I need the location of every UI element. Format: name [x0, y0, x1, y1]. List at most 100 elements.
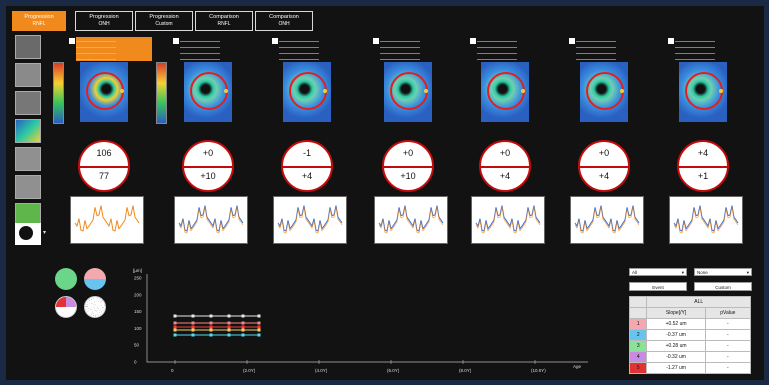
tsnit-line [74, 205, 140, 232]
tab-progression-rnfl[interactable]: Progression RNFL [12, 11, 66, 31]
quadrant-split-icon[interactable] [84, 268, 106, 290]
tab-progression-onh[interactable]: Progression ONH [75, 11, 133, 31]
fovea-marker [424, 89, 428, 93]
scan-select-checkbox[interactable] [173, 38, 179, 44]
trend-point [257, 325, 261, 329]
blank-view-button[interactable] [15, 147, 41, 171]
quadrant-four-icon[interactable] [55, 296, 77, 318]
table-corner [628, 296, 648, 308]
scan-info-line [76, 55, 116, 60]
thickness-map[interactable] [80, 62, 128, 122]
trend-point [173, 333, 177, 337]
scan-select-checkbox[interactable] [272, 38, 278, 44]
row-slope: -1.27 um [646, 362, 706, 374]
scan-select-checkbox[interactable] [69, 38, 75, 44]
superior-value: +0 [202, 148, 214, 158]
row-pvalue: - [704, 318, 752, 330]
thickness-map[interactable] [184, 62, 232, 122]
scan-select-checkbox[interactable] [373, 38, 379, 44]
row-slope: -0.32 um [646, 351, 706, 363]
scan-info-line [380, 37, 420, 42]
scan-info-line [675, 43, 715, 48]
scan-info [477, 37, 517, 61]
trend-point [173, 321, 177, 325]
tsnit-plot [277, 205, 343, 234]
trend-xtick: 0 [171, 368, 174, 373]
tsnit-graph[interactable] [669, 196, 743, 244]
tab-comparison-onh[interactable]: Comparison ONH [255, 11, 313, 31]
fovea-marker [521, 89, 525, 93]
trend-point [209, 314, 213, 318]
custom-button[interactable]: Custom [694, 282, 752, 291]
row-pvalue: - [704, 362, 752, 374]
table-row: 1 +0.52 um - [628, 318, 752, 330]
trend-point [191, 321, 195, 325]
trend-point [241, 328, 245, 332]
thickness-map[interactable] [580, 62, 628, 122]
scan-info [576, 37, 616, 61]
thickness-map[interactable] [679, 62, 727, 122]
tsnit-line [178, 205, 244, 232]
trend-ytick: 100 [134, 326, 142, 331]
bscan-thumb-button[interactable] [15, 63, 41, 87]
trend-point [227, 314, 231, 318]
scan-circle-overlay [685, 72, 723, 110]
scan-select-checkbox[interactable] [470, 38, 476, 44]
scan-info-line [76, 37, 116, 42]
tsnit-graph[interactable] [471, 196, 545, 244]
fovea-marker [719, 89, 723, 93]
blank-view-button-2[interactable] [15, 175, 41, 199]
scan-info-line [477, 49, 517, 54]
average-thickness-circle: +0 +10 [382, 140, 434, 192]
inferior-value: 77 [98, 171, 109, 181]
filter-dropdown[interactable]: All ▾ [629, 268, 687, 276]
trend-point [191, 333, 195, 337]
row-pvalue: - [704, 351, 752, 363]
tab-sublabel: ONH [98, 21, 110, 27]
event-button[interactable]: Event [629, 282, 687, 291]
scan-info-line [279, 37, 319, 42]
tab-progression-custom[interactable]: Progression Custom [135, 11, 193, 31]
chevron-down-icon: ▾ [681, 270, 684, 275]
tsnit-graph[interactable] [174, 196, 248, 244]
trend-point [209, 321, 213, 325]
tab-label: Progression [149, 14, 179, 20]
tsnit-graph[interactable] [70, 196, 144, 244]
fundus-thumb-button[interactable] [15, 35, 41, 59]
trend-point [173, 328, 177, 332]
inferior-value: +4 [598, 171, 610, 181]
tsnit-graph[interactable] [570, 196, 644, 244]
tab-comparison-rnfl[interactable]: Comparison RNFL [195, 11, 253, 31]
trend-point [257, 328, 261, 332]
table-title: ALL [646, 296, 751, 308]
scan-thumb-button[interactable] [15, 91, 41, 115]
tsnit-graph[interactable] [374, 196, 448, 244]
scan-info-line [76, 43, 116, 48]
clock-hours-icon[interactable] [84, 296, 106, 318]
scan-circle-overlay [487, 72, 525, 110]
scan-info-line [675, 49, 715, 54]
quadrant-all-icon[interactable] [55, 268, 77, 290]
thickness-map-button[interactable] [15, 119, 41, 143]
row-pvalue: - [704, 340, 752, 352]
row-id: 5 [628, 362, 648, 374]
tsnit-graph[interactable] [273, 196, 347, 244]
scan-circle-overlay [586, 72, 624, 110]
thickness-map[interactable] [481, 62, 529, 122]
scan-circle-overlay [390, 72, 428, 110]
chevron-down-icon: ▾ [746, 270, 749, 275]
circle-layout-button[interactable] [15, 223, 41, 245]
average-thickness-circle: +0 +4 [578, 140, 630, 192]
scan-select-checkbox[interactable] [569, 38, 575, 44]
overlay-dropdown[interactable]: None ▾ [694, 268, 752, 276]
circle-divider [481, 166, 529, 168]
trend-ytick: 150 [134, 309, 142, 314]
thickness-map[interactable] [384, 62, 432, 122]
tsnit-baseline-line [378, 207, 444, 234]
scan-info-line [76, 49, 116, 54]
scan-info-line [380, 55, 420, 60]
row-id: 2 [628, 329, 648, 341]
thickness-map[interactable] [283, 62, 331, 122]
fovea-marker [224, 89, 228, 93]
scan-select-checkbox[interactable] [668, 38, 674, 44]
